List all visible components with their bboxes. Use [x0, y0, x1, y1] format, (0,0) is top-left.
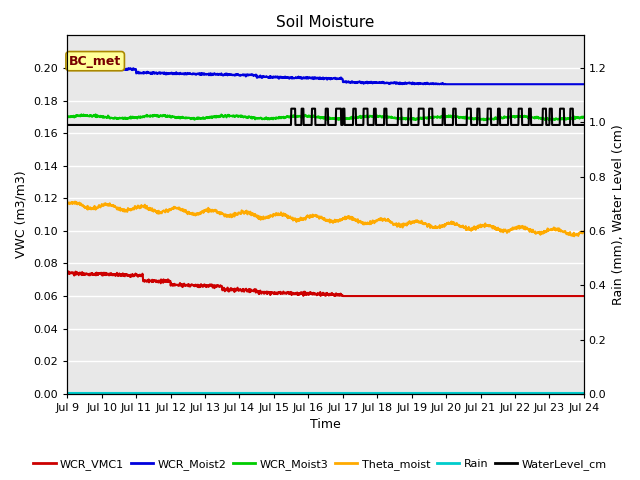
Y-axis label: Rain (mm), Water Level (cm): Rain (mm), Water Level (cm): [612, 124, 625, 305]
X-axis label: Time: Time: [310, 419, 341, 432]
Title: Soil Moisture: Soil Moisture: [276, 15, 375, 30]
Legend: WCR_VMC1, WCR_Moist2, WCR_Moist3, Theta_moist, Rain, WaterLevel_cm: WCR_VMC1, WCR_Moist2, WCR_Moist3, Theta_…: [29, 455, 611, 474]
Text: BC_met: BC_met: [69, 55, 122, 68]
Y-axis label: VWC (m3/m3): VWC (m3/m3): [15, 171, 28, 258]
